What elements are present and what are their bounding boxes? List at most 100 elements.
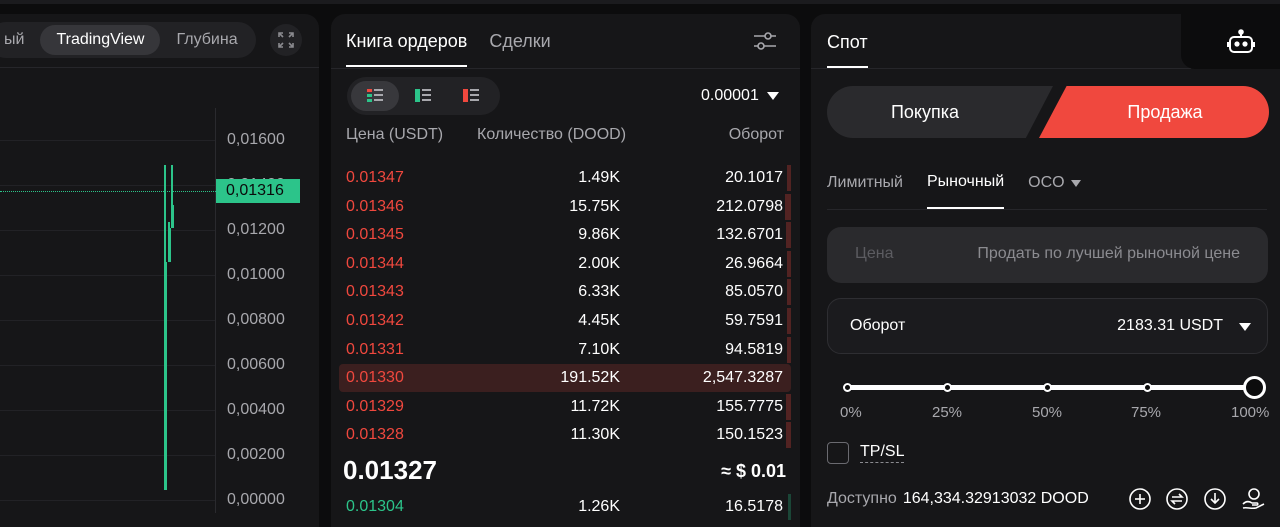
price-axis-divider — [215, 108, 216, 513]
turnover-field-value: 2183.31 USDT — [1117, 317, 1223, 334]
gridline — [0, 140, 216, 141]
ask-quantity: 4.45K — [578, 312, 620, 329]
amount-slider-thumb[interactable] — [1243, 376, 1266, 399]
chart-view-tabs: ый TradingView Глубина — [0, 22, 256, 58]
slider-step-25[interactable] — [943, 383, 952, 392]
ask-turnover: 26.9664 — [725, 254, 783, 272]
transfer-icon — [1166, 488, 1188, 510]
ask-quantity: 191.52K — [560, 369, 620, 387]
ask-quantity: 7.10K — [578, 340, 620, 358]
price-column-header: Цена (USDT) — [346, 126, 444, 143]
tab-tradingview[interactable]: TradingView — [40, 25, 161, 55]
earn-button[interactable] — [1241, 487, 1267, 516]
gridline — [0, 410, 216, 411]
gridline — [0, 185, 216, 186]
y-axis-label: 0,00400 — [227, 401, 285, 418]
tab-original[interactable]: ый — [4, 31, 25, 48]
top-bar — [0, 0, 1280, 4]
expand-icon — [278, 32, 294, 48]
tab-orderbook[interactable]: Книга ордеров — [346, 31, 468, 67]
chart-panel: ый TradingView Глубина — [0, 14, 319, 527]
caret-down-icon — [766, 92, 779, 100]
slider-label: 50% — [1032, 404, 1063, 421]
tab-oco-label: OCO — [1028, 174, 1065, 191]
slider-step-50[interactable] — [1043, 383, 1052, 392]
deposit-button[interactable] — [1128, 487, 1152, 516]
y-axis-label: 0,00200 — [227, 446, 285, 463]
ask-turnover: 150.1523 — [716, 426, 783, 444]
order-type-divider — [827, 209, 1267, 210]
ask-turnover: 2,547.3287 — [702, 369, 783, 387]
price-field: Цена Продать по лучшей рыночной цене — [827, 227, 1268, 283]
y-axis-label: 0,00000 — [227, 491, 285, 508]
depth-bar — [787, 279, 791, 306]
ask-turnover: 155.7775 — [716, 397, 783, 415]
view-both-button[interactable] — [351, 81, 399, 111]
order-type-tabs: Лимитный Рыночный OCO — [827, 173, 1081, 209]
caret-down-icon — [1070, 179, 1081, 187]
precision-select[interactable]: 0.00001 — [701, 87, 779, 105]
tab-spot[interactable]: Спот — [827, 32, 868, 68]
ask-turnover: 212.0798 — [716, 197, 783, 215]
orderbook-settings-button[interactable] — [752, 28, 778, 59]
buy-button[interactable]: Покупка — [827, 86, 1053, 138]
turnover-field[interactable]: Оборот 2183.31 USDT — [827, 298, 1268, 354]
slider-step-75[interactable] — [1143, 383, 1152, 392]
bid-row[interactable]: 0.01304 1.26K 16.5178 — [339, 493, 791, 521]
ask-price: 0.01343 — [346, 283, 404, 301]
ask-row[interactable]: 0.01345 9.86K 132.6701 — [339, 221, 791, 249]
bid-quantity: 1.26K — [578, 498, 620, 515]
arrow-down-circle-icon — [1204, 488, 1226, 510]
view-bids-button[interactable] — [399, 81, 447, 111]
slider-label: 0% — [840, 404, 862, 421]
ask-quantity: 1.49K — [578, 169, 620, 186]
ask-row[interactable]: 0.01343 6.33K 85.0570 — [339, 278, 791, 306]
fullscreen-button[interactable] — [270, 24, 302, 56]
depth-bar — [787, 308, 791, 334]
gridline — [0, 320, 216, 321]
sell-button[interactable]: Продажа — [1039, 86, 1269, 138]
quantity-column-header: Количество (DOOD) — [477, 126, 627, 143]
ask-price: 0.01346 — [346, 197, 404, 215]
ask-price: 0.01329 — [346, 397, 404, 415]
orderbook-view-toggle — [347, 77, 500, 115]
trading-bot-button[interactable] — [1227, 28, 1255, 61]
gridline — [0, 365, 216, 366]
bid-price: 0.01304 — [346, 498, 404, 515]
ask-row[interactable]: 0.01331 7.10K 94.5819 — [339, 336, 791, 364]
plus-circle-icon — [1129, 488, 1151, 510]
tpsl-checkbox[interactable] — [827, 442, 849, 464]
transfer-button[interactable] — [1165, 487, 1189, 516]
orderbook-header-divider — [331, 68, 800, 69]
y-axis-label: 0,01000 — [227, 266, 285, 283]
ask-row[interactable]: 0.01342 4.45K 59.7591 — [339, 307, 791, 335]
gridline — [0, 500, 216, 501]
slider-step-0[interactable] — [843, 383, 852, 392]
chart-toolbar-divider — [0, 67, 319, 68]
last-price: 0.01327 — [343, 455, 437, 485]
tab-trades[interactable]: Сделки — [489, 31, 551, 51]
price-field-label: Цена — [855, 245, 894, 262]
available-label: Доступно — [827, 490, 897, 507]
download-button[interactable] — [1203, 487, 1227, 516]
caret-down-icon[interactable] — [1239, 323, 1251, 331]
ask-row[interactable]: 0.01347 1.49K 20.1017 — [339, 164, 791, 192]
tab-limit[interactable]: Лимитный — [827, 173, 903, 209]
ask-row[interactable]: 0.01330 191.52K 2,547.3287 — [339, 364, 791, 393]
ask-turnover: 59.7591 — [725, 312, 783, 329]
ask-row[interactable]: 0.01328 11.30K 150.1523 — [339, 421, 791, 449]
ask-turnover: 85.0570 — [725, 283, 783, 301]
price-field-value: Продать по лучшей рыночной цене — [977, 245, 1240, 262]
ask-row[interactable]: 0.01346 15.75K 212.0798 — [339, 193, 791, 221]
available-value: 164,334.32913032 DOOD — [902, 490, 1089, 507]
candle-body — [171, 205, 174, 228]
tab-market[interactable]: Рыночный — [926, 173, 1005, 209]
slider-label: 75% — [1131, 404, 1162, 421]
tab-oco[interactable]: OCO — [1028, 173, 1081, 209]
ask-row[interactable]: 0.01344 2.00K 26.9664 — [339, 250, 791, 278]
view-asks-button[interactable] — [447, 81, 495, 111]
ask-price: 0.01331 — [346, 340, 404, 358]
tpsl-label[interactable]: TP/SL — [860, 443, 905, 463]
tab-depth[interactable]: Глубина — [176, 31, 238, 48]
ask-row[interactable]: 0.01329 11.72K 155.7775 — [339, 393, 791, 421]
